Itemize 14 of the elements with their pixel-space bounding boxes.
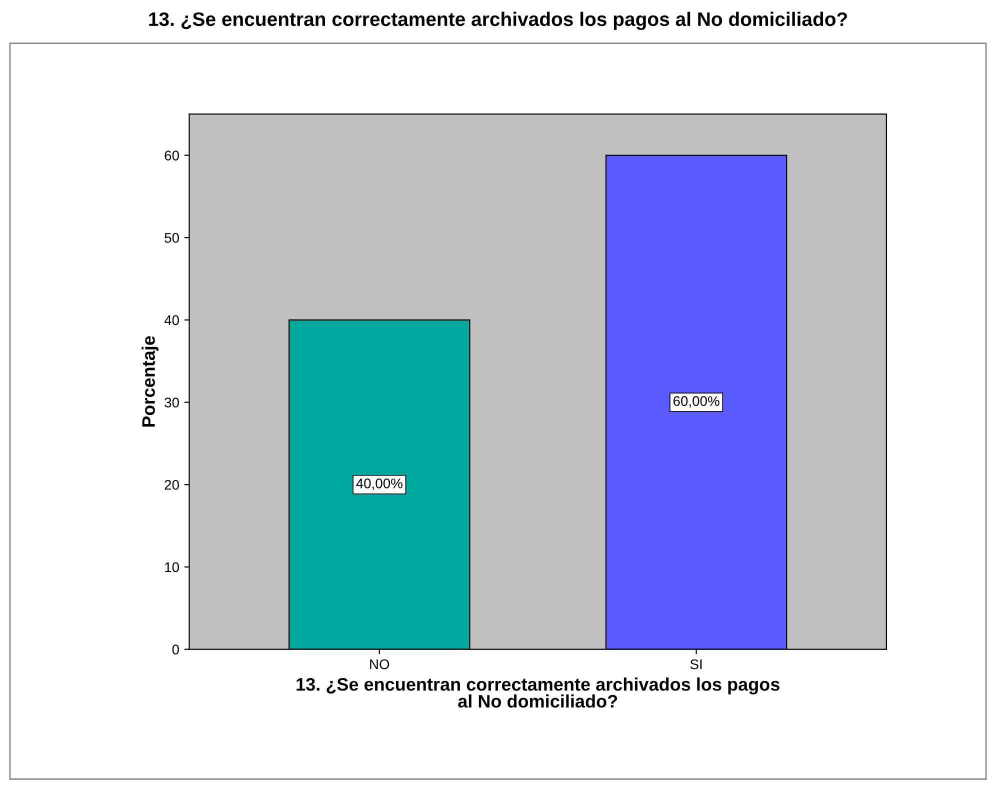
y-tick-label: 10 [165,562,179,572]
y-tick-label: 30 [164,398,179,408]
data-label: 40,00% [356,478,402,490]
x-tick-label: SI [690,659,702,670]
y-tick-label: 60 [164,150,179,160]
data-label: 60,00% [673,396,720,408]
x-tick-label: NO [370,659,390,670]
y-tick-label: 50 [164,232,179,243]
x-axis-title: 13. ¿Se encuentran correctamente archivados los pagos al No domiciliado? [296,678,780,708]
chart-title: 13. ¿Se encuentran correctamente archivados los pagos al No domiciliado? [149,12,848,30]
y-axis-title: Porcentaje [142,336,159,427]
y-tick-label: 20 [164,480,179,490]
y-tick-label: 0 [172,644,179,654]
y-tick-label: 40 [164,315,179,326]
